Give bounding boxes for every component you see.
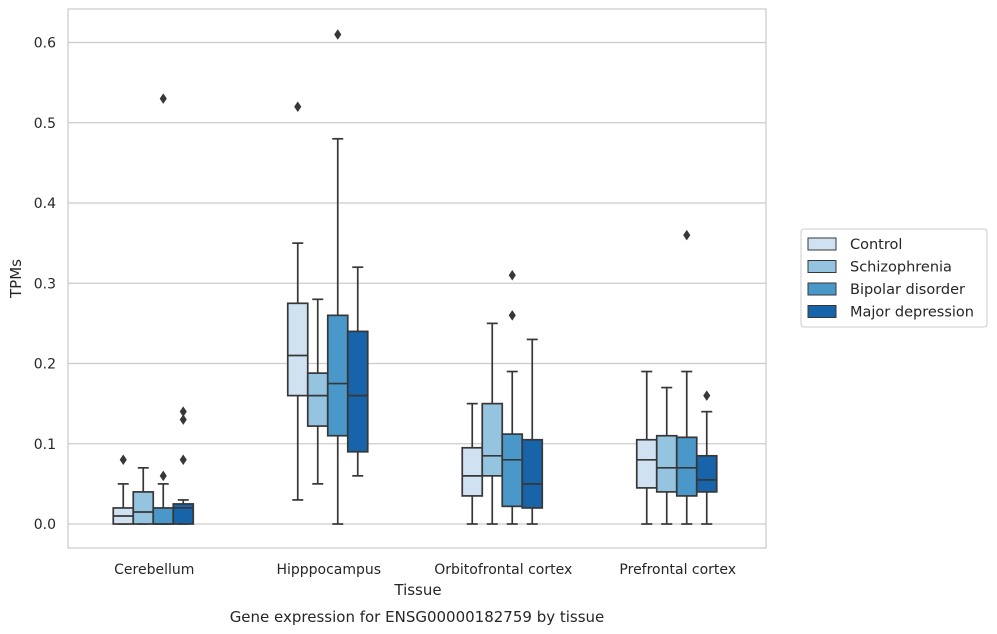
outlier-marker [159, 470, 167, 482]
outlier-marker [159, 93, 167, 104]
legend-label: Major depression [850, 305, 974, 321]
plot-area [112, 29, 718, 525]
legend-label: Control [850, 237, 902, 253]
legend-label: Schizophrenia [850, 260, 952, 276]
y-tick-label: 0.1 [34, 437, 56, 453]
box-0-3 [172, 406, 195, 525]
box-iqr [326, 314, 349, 437]
box-0-0 [112, 454, 135, 525]
y-tick-label: 0.6 [34, 36, 56, 52]
y-axis: 0.0 0.1 0.2 0.3 0.4 0.5 0.6 [34, 36, 56, 534]
outlier-marker [179, 414, 187, 425]
box-iqr [655, 434, 678, 493]
box-iqr [461, 446, 484, 497]
legend-label: Bipolar disorder [850, 282, 965, 298]
box-iqr [501, 433, 524, 508]
box-iqr [481, 402, 504, 477]
outlier-marker [703, 390, 711, 401]
y-tick-label: 0.3 [34, 276, 56, 292]
x-tick-label: Cerebellum [114, 562, 194, 578]
box-iqr [675, 436, 698, 497]
outlier-marker [294, 101, 302, 112]
box-2-3 [521, 338, 544, 525]
box-2-2 [501, 269, 524, 525]
chart-caption: Gene expression for ENSG00000182759 by t… [230, 608, 605, 626]
outlier-marker [508, 310, 516, 321]
box-iqr [152, 507, 175, 525]
legend-swatch [807, 282, 837, 296]
outlier-marker [119, 454, 127, 466]
legend-swatch [807, 305, 837, 318]
legend-swatch [807, 237, 837, 251]
gridlines [68, 41, 766, 525]
y-tick-label: 0.4 [34, 196, 56, 212]
box-0-2 [152, 93, 175, 525]
box-0-1 [132, 466, 155, 525]
box-iqr [695, 454, 718, 493]
box-iqr [306, 372, 329, 427]
y-tick-label: 0.2 [34, 357, 56, 373]
box-1-1 [306, 298, 329, 485]
box-iqr [346, 330, 369, 453]
outlier-marker [179, 454, 187, 466]
outlier-marker [508, 269, 516, 281]
plot-frame [67, 8, 767, 549]
box-3-1 [655, 386, 678, 525]
x-axis-title: Tissue [393, 581, 441, 599]
box-iqr [172, 503, 195, 525]
legend-swatch [807, 260, 837, 273]
box-iqr [521, 438, 544, 509]
outlier-marker [334, 29, 342, 40]
legend-frame [800, 228, 988, 328]
box-iqr [132, 491, 155, 525]
box-3-0 [635, 370, 658, 525]
x-tick-label: Hipppocampus [276, 562, 381, 578]
outlier-marker [179, 406, 187, 417]
y-tick-label: 0.0 [34, 517, 56, 533]
box-1-2 [326, 29, 349, 525]
box-1-3 [346, 266, 369, 477]
x-tick-label: Prefrontal cortex [619, 562, 736, 578]
box-2-0 [461, 402, 484, 525]
box-iqr [635, 438, 658, 489]
y-tick-label: 0.5 [34, 116, 56, 132]
x-tick-label: Orbitofrontal cortex [434, 562, 572, 578]
outlier-marker [683, 229, 691, 241]
legend: Control Schizophrenia Bipolar disorder Majo… [800, 228, 988, 328]
box-iqr [286, 302, 309, 397]
box-2-1 [481, 322, 504, 525]
y-axis-title: TPMs [7, 259, 25, 299]
x-axis: Cerebellum Hipppocampus Orbitofrontal cort… [114, 562, 736, 578]
box-3-3 [695, 390, 718, 525]
box-1-0 [286, 101, 309, 501]
box-3-2 [675, 229, 698, 525]
